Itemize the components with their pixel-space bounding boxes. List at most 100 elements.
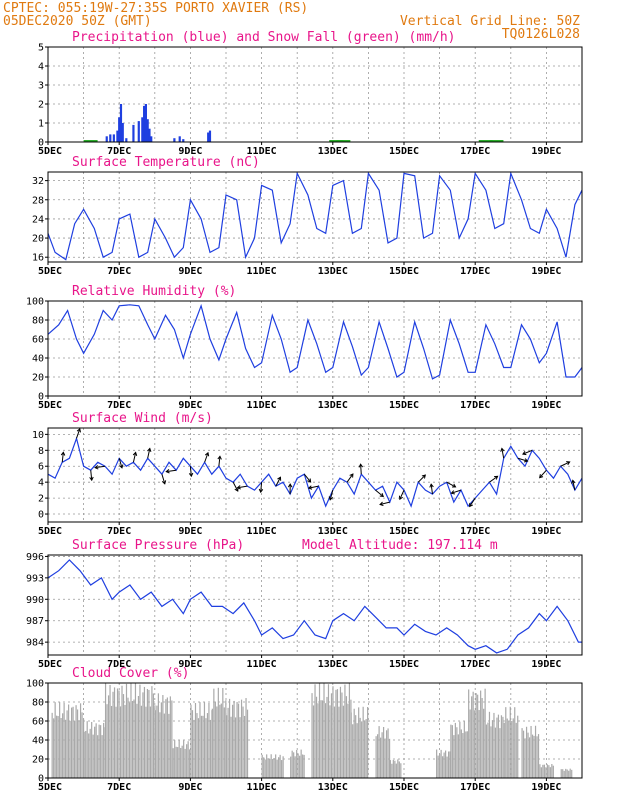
precip-bar: [182, 139, 185, 142]
cloud-bar: [60, 718, 62, 778]
cloud-bar: [118, 690, 120, 778]
precip-bar: [132, 124, 135, 142]
wind-arrow: [303, 473, 312, 483]
cloud-bar: [59, 702, 61, 778]
cloud-bar: [214, 701, 216, 778]
cloud-bar: [451, 725, 453, 778]
cloud-bar: [509, 706, 511, 778]
x-tick-label: 11DEC: [247, 659, 277, 670]
wind-arrow: [329, 490, 334, 500]
wind-arrow: [166, 469, 177, 473]
precip-bar: [116, 130, 119, 142]
cloud-bar: [552, 765, 554, 778]
wind-arrow-head: [421, 474, 426, 479]
y-tick-label: 1: [38, 119, 44, 130]
cloud-bar: [490, 726, 492, 778]
cloud-bar: [242, 706, 244, 778]
wind-arrow: [346, 473, 354, 483]
cloud-bar: [243, 715, 246, 778]
cloud-bar: [226, 715, 228, 778]
y-tick-label: 2: [38, 494, 44, 505]
x-tick-label: 7DEC: [107, 266, 131, 277]
cloud-bar: [269, 758, 271, 778]
panel-1: 0 1 2 3 4 5 5DEC 7DEC 9DEC 11DEC 13DEC 15DEC 17DEC 19…: [38, 30, 583, 157]
cloud-bar: [197, 718, 200, 778]
cloud-bar: [211, 708, 213, 778]
panel-3: 0 20 40 60 80 100 5DEC 7DEC 9DEC 11DEC 13DEC 15DEC 1…: [26, 284, 583, 411]
cloud-bar: [76, 709, 79, 778]
cloud-bar: [223, 707, 225, 778]
cloud-bar: [300, 749, 302, 778]
cloud-bar: [272, 759, 274, 778]
cloud-bar: [542, 764, 544, 778]
wind-arrow: [360, 464, 362, 475]
wind-arrow: [132, 452, 137, 463]
precip-bar: [146, 119, 149, 142]
cloud-bar: [122, 694, 125, 778]
panel-annotation: Model Altitude: 197.114 m: [302, 538, 498, 553]
cloud-bar: [231, 704, 234, 778]
wind-arrow: [489, 475, 498, 483]
panel-title: Surface Temperature (nC): [72, 155, 260, 170]
cloud-bar: [113, 687, 116, 778]
wind-arrow-head: [60, 451, 66, 456]
cloud-bar: [293, 752, 295, 778]
cloud-bar: [342, 705, 345, 778]
cloud-bar: [375, 736, 377, 778]
cloud-bar: [530, 725, 532, 778]
cloud-bar: [478, 710, 480, 778]
cloud-bar: [103, 722, 105, 778]
y-tick-label: 6: [38, 462, 44, 473]
cloud-bar: [442, 756, 444, 778]
cloud-bar: [355, 715, 357, 778]
cloud-bar: [160, 702, 162, 778]
cloud-bar: [148, 689, 150, 778]
wind-arrow: [147, 448, 151, 459]
cloud-bar: [391, 763, 393, 778]
precip-bar: [112, 134, 115, 142]
cloud-bar: [297, 753, 299, 778]
cloud-bar: [378, 726, 380, 778]
cloud-bar: [124, 704, 126, 778]
cloud-bar: [315, 696, 318, 778]
cloud-bar: [312, 705, 315, 778]
cloud-bar: [261, 754, 263, 778]
cloud-bar: [440, 749, 442, 778]
wind-arrow-head: [147, 447, 152, 452]
header-model-id: TQ0126L028: [502, 27, 580, 42]
cloud-bar: [359, 717, 361, 778]
wind-arrow-head: [523, 458, 529, 463]
cloud-bar: [62, 713, 64, 778]
cloud-bar: [128, 702, 131, 778]
panel-title: Precipitation (blue) and Snow Fall (gree…: [72, 30, 456, 45]
x-tick-label: 7DEC: [107, 146, 131, 157]
cloud-bar: [327, 684, 330, 778]
y-tick-label: 993: [26, 573, 44, 584]
cloud-bar: [97, 735, 99, 778]
cloud-bar: [454, 722, 456, 778]
cloud-bar: [477, 694, 479, 778]
cloud-bar: [81, 712, 83, 778]
cloud-bar: [398, 761, 400, 778]
cloud-bar: [237, 703, 240, 778]
cloud-bar: [65, 719, 67, 778]
x-tick-label: 15DEC: [389, 526, 419, 537]
x-tick-label: 17DEC: [460, 782, 490, 793]
cloud-bar: [152, 693, 155, 778]
y-tick-label: 32: [32, 176, 44, 187]
cloud-bar: [571, 769, 573, 778]
wind-arrow-head: [500, 447, 505, 452]
cloud-bar: [503, 722, 505, 778]
cloud-bar: [266, 754, 268, 778]
precip-bar: [118, 117, 121, 142]
cloud-bar: [116, 688, 119, 778]
cloud-bar: [397, 759, 399, 778]
cloud-bar: [568, 770, 570, 778]
plot-frame: [47, 427, 583, 523]
header-grid-note: Vertical Grid Line: 50Z: [400, 14, 580, 29]
wind-arrow: [469, 497, 476, 507]
cloud-bar: [377, 734, 379, 778]
cloud-bar: [362, 706, 364, 778]
x-tick-label: 9DEC: [178, 526, 202, 537]
y-tick-label: 16: [32, 253, 44, 264]
